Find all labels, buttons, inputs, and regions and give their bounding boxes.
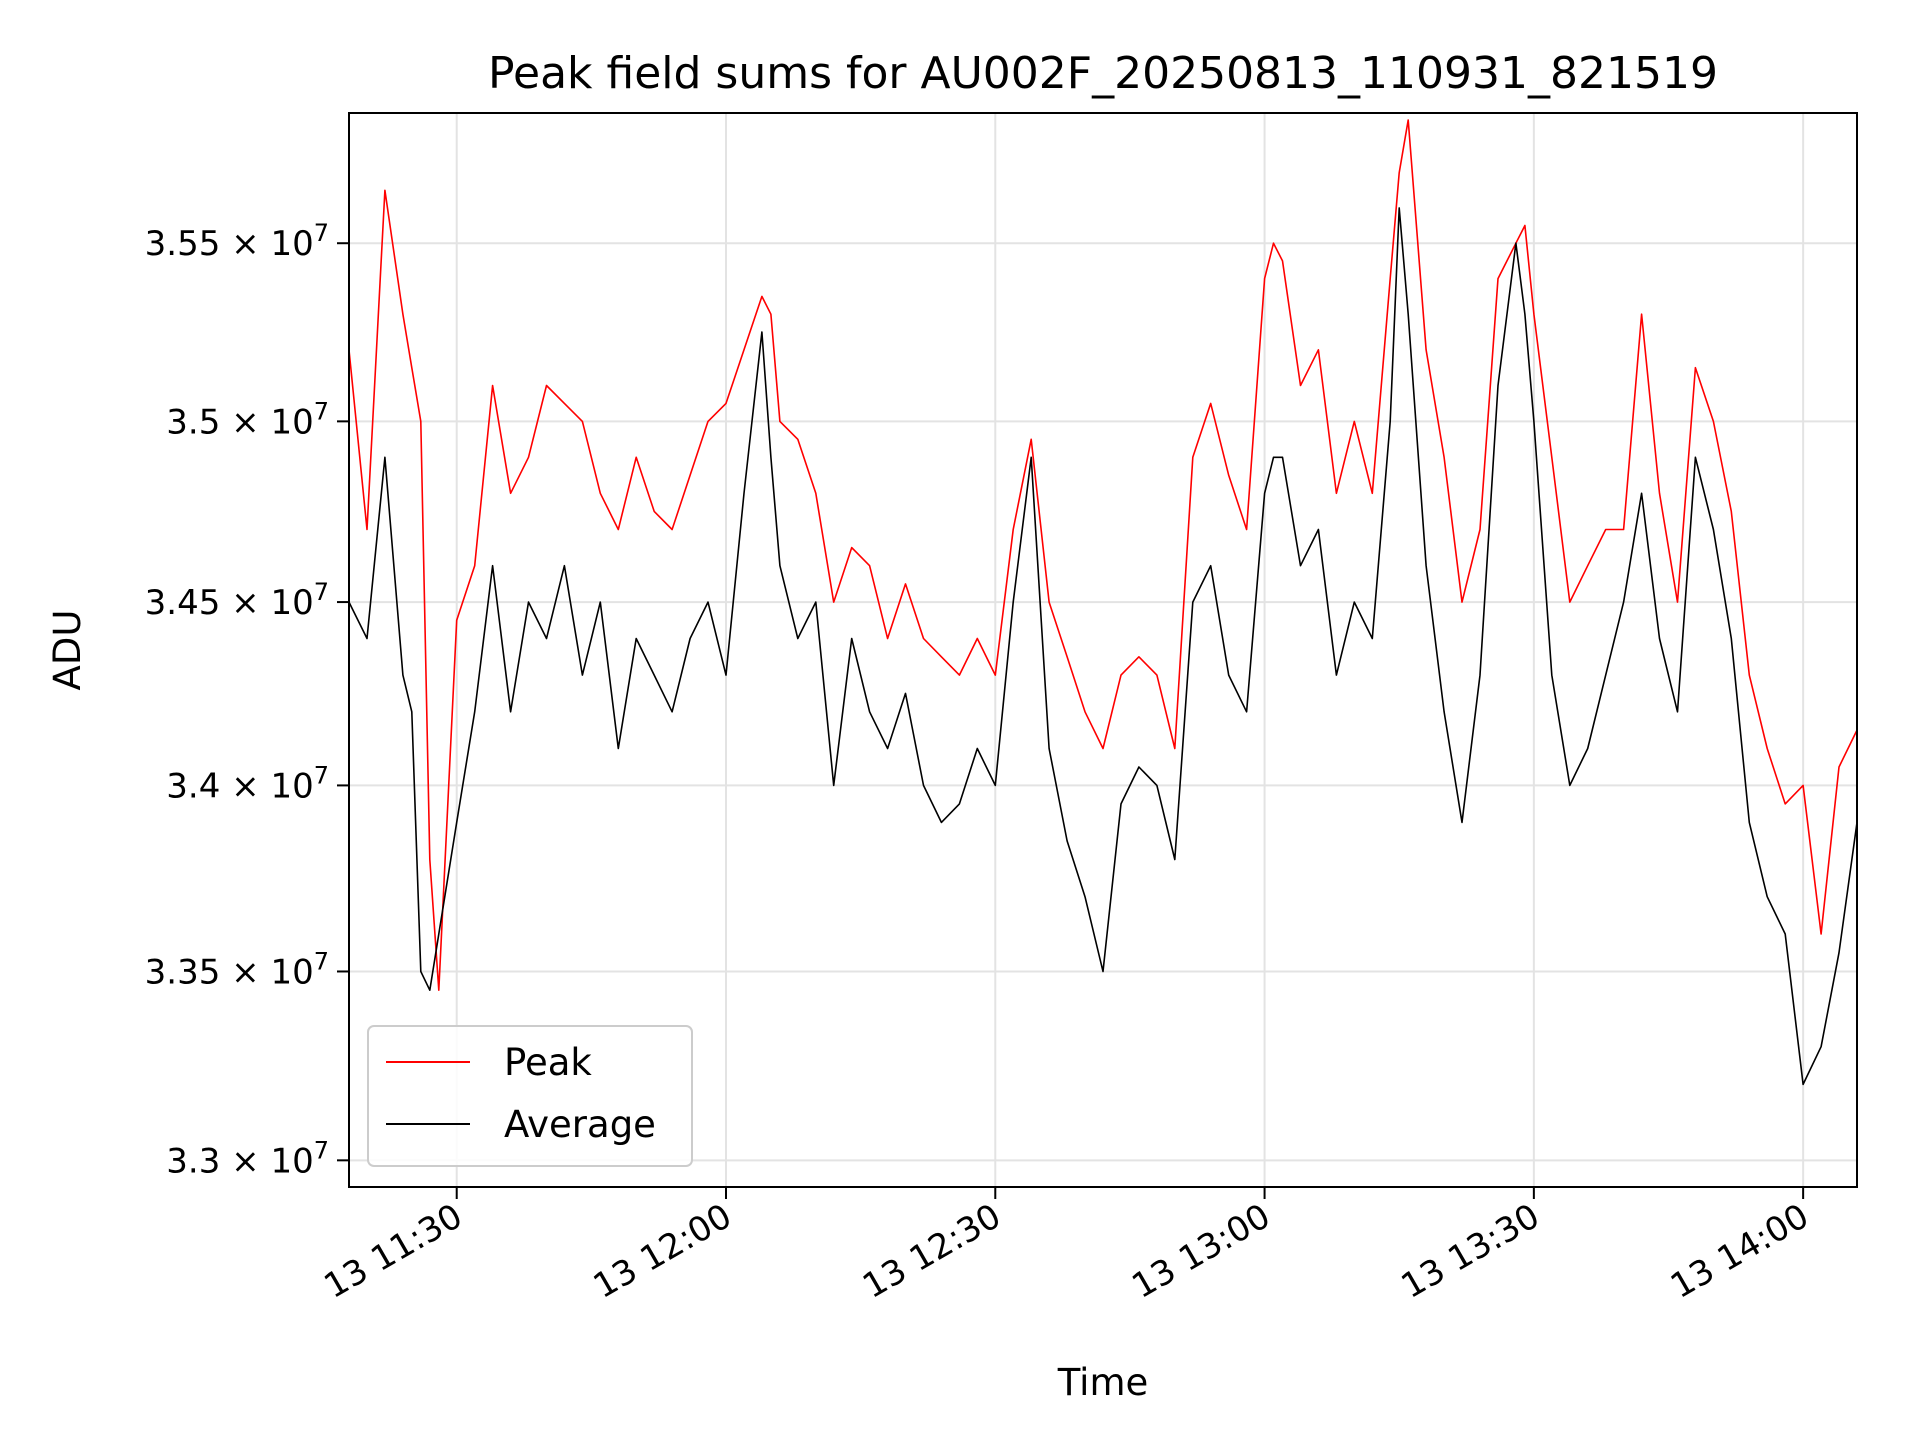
y-axis-label: ADU xyxy=(46,610,89,691)
legend: Peak Average xyxy=(367,1025,693,1167)
plot-frame xyxy=(348,112,1858,1188)
y-tick-label: 3.35 × 107 xyxy=(145,947,329,992)
series-line-peak xyxy=(348,119,1858,992)
y-tick-label: 3.4 × 107 xyxy=(166,761,329,806)
x-tick-label: 13 11:30 xyxy=(318,1196,470,1307)
legend-average-label: Average xyxy=(504,1103,656,1146)
x-axis-label: Time xyxy=(1057,1361,1149,1404)
series-line-average xyxy=(348,207,1858,1086)
x-tick-label: 13 14:00 xyxy=(1664,1196,1816,1307)
y-tick-label: 3.55 × 107 xyxy=(145,219,329,264)
x-axis: 13 11:30 13 12:00 13 12:30 13 13:00 13 13:30… xyxy=(318,1187,1816,1307)
plot-series xyxy=(348,119,1858,1086)
y-tick-label: 3.45 × 107 xyxy=(145,578,329,623)
x-tick-label: 13 13:30 xyxy=(1395,1196,1547,1307)
y-tick-label: 3.5 × 107 xyxy=(166,397,329,442)
chart-title: Peak field sums for AU002F_20250813_1109… xyxy=(488,48,1718,99)
y-tick-label: 3.3 × 107 xyxy=(166,1136,329,1181)
y-axis: 3.3 × 107 3.35 × 107 3.4 × 107 3.45 × 107 3.… xyxy=(145,219,349,1181)
legend-peak-label: Peak xyxy=(504,1041,592,1084)
x-tick-label: 13 12:00 xyxy=(587,1196,739,1307)
x-tick-label: 13 13:00 xyxy=(1125,1196,1277,1307)
x-tick-label: 13 12:30 xyxy=(856,1196,1008,1307)
